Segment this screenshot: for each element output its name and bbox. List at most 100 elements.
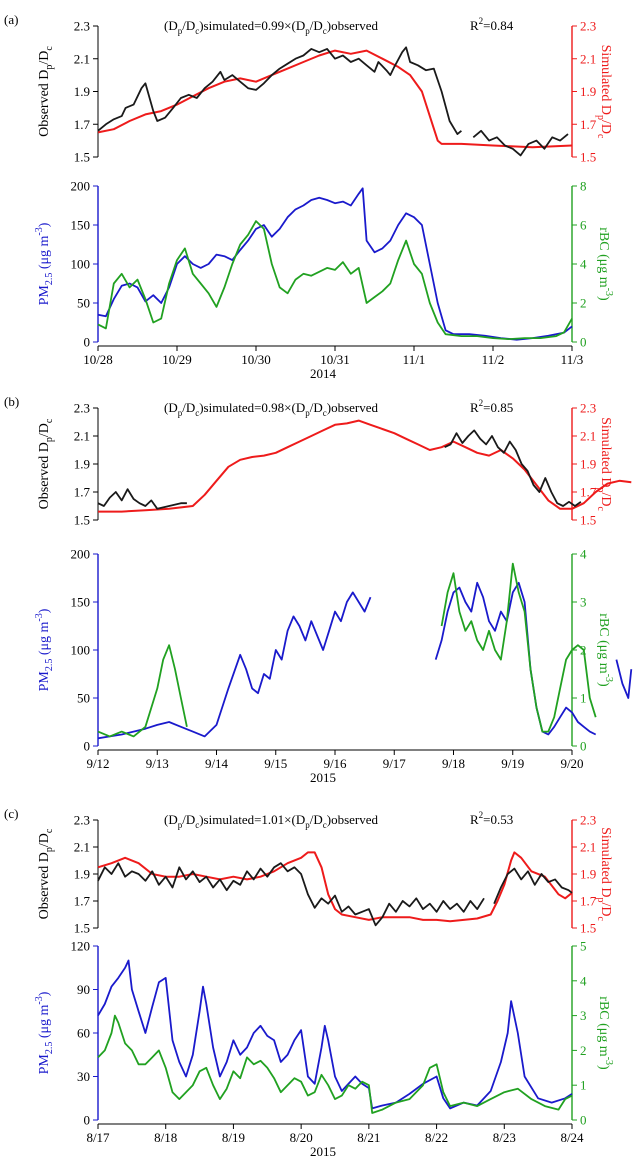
pm25-tick-label: 100	[71, 643, 91, 658]
rbc-tick-label: 2	[580, 1043, 587, 1058]
rbc-line	[440, 562, 597, 733]
simulated-dpdc-line	[98, 419, 632, 513]
x-tick-label: 8/23	[493, 1130, 516, 1145]
top-left-tick-label: 1.5	[74, 150, 90, 165]
top-left-tick-label: 2.1	[74, 840, 90, 855]
rbc-ylabel: rBC (μg m-3)	[596, 613, 614, 687]
rbc-tick-label: 0	[580, 335, 587, 350]
top-left-tick-label: 2.1	[74, 51, 90, 66]
top-right-tick-label: 2.1	[580, 51, 596, 66]
x-tick-label: 8/22	[425, 1130, 448, 1145]
pm25-ylabel: PM2.5 (μg m-3)	[34, 991, 55, 1074]
top-right-tick-label: 1.9	[580, 457, 596, 472]
rbc-line	[97, 220, 573, 340]
year-label: 2015	[310, 770, 336, 785]
regression-annotation: (Dp/Dc)simulated=0.99×(Dp/Dc)observed	[164, 18, 378, 36]
observed-dpdc-line	[97, 46, 462, 135]
x-tick-label: 9/13	[146, 756, 169, 771]
observed-dpdc-line	[97, 862, 485, 927]
pm25-tick-label: 120	[71, 939, 91, 954]
top-right-tick-label: 2.3	[580, 19, 596, 34]
panel-a: (a) (Dp/Dc)simulated=0.99×(Dp/Dc)observed…	[4, 12, 614, 381]
pm25-tick-label: 150	[71, 595, 91, 610]
top-left-tick-label: 2.3	[74, 813, 90, 828]
panel-label: (c)	[4, 806, 18, 821]
x-tick-label: 9/18	[442, 756, 465, 771]
pm25-tick-label: 100	[71, 257, 91, 272]
pm25-line	[434, 581, 597, 736]
r-squared-label: R2=0.84	[470, 16, 514, 33]
x-tick-label: 10/31	[320, 352, 350, 367]
pm25-tick-label: 0	[84, 335, 91, 350]
pm25-tick-label: 150	[71, 218, 91, 233]
observed-dpdc-line	[493, 867, 573, 905]
simulated-dpdc-line	[97, 851, 573, 923]
top-left-tick-label: 1.5	[74, 921, 90, 936]
top-right-ylabel: Simulated Dp/Dc	[595, 45, 613, 139]
pm25-line	[97, 591, 372, 740]
simulated-dpdc-line	[97, 49, 573, 149]
rbc-tick-label: 6	[580, 218, 587, 233]
rbc-tick-label: 4	[580, 257, 587, 272]
pm25-ylabel: PM2.5 (μg m-3)	[34, 608, 55, 691]
top-left-tick-label: 1.7	[74, 485, 91, 500]
rbc-ylabel: rBC (μg m-3)	[596, 227, 614, 301]
x-tick-label: 11/2	[482, 352, 505, 367]
rbc-tick-label: 3	[580, 595, 587, 610]
rbc-tick-label: 0	[580, 739, 587, 754]
x-tick-label: 9/12	[86, 756, 109, 771]
top-left-tick-label: 1.5	[74, 513, 90, 528]
observed-dpdc-line	[444, 429, 582, 507]
rbc-tick-label: 3	[580, 1008, 587, 1023]
top-right-tick-label: 1.9	[580, 84, 596, 99]
rbc-line	[97, 644, 188, 738]
pm25-tick-label: 50	[77, 296, 90, 311]
rbc-tick-label: 4	[580, 547, 587, 562]
x-tick-label: 10/28	[83, 352, 113, 367]
top-right-tick-label: 1.5	[580, 150, 596, 165]
top-left-tick-label: 2.3	[74, 19, 90, 34]
panel-c: (c) (Dp/Dc)simulated=1.01×(Dp/Dc)observed…	[4, 806, 614, 1158]
rbc-tick-label: 2	[580, 296, 587, 311]
pm25-tick-label: 50	[77, 691, 90, 706]
x-tick-label: 8/24	[560, 1130, 584, 1145]
top-left-ylabel: Observed Dp/Dc	[37, 46, 55, 137]
pm25-line	[615, 659, 633, 699]
x-tick-label: 11/3	[561, 352, 584, 367]
pm25-tick-label: 90	[77, 982, 90, 997]
year-label: 2015	[310, 1144, 336, 1158]
panel-label: (b)	[4, 394, 19, 409]
x-tick-label: 9/16	[323, 756, 347, 771]
top-right-tick-label: 1.7	[580, 894, 597, 909]
pm25-line	[97, 187, 573, 341]
x-tick-label: 9/15	[264, 756, 287, 771]
x-tick-label: 8/18	[154, 1130, 177, 1145]
top-right-tick-label: 1.5	[580, 513, 596, 528]
x-tick-label: 9/20	[560, 756, 583, 771]
top-left-tick-label: 1.7	[74, 894, 91, 909]
pm25-tick-label: 200	[71, 179, 91, 194]
pm25-ylabel: PM2.5 (μg m-3)	[34, 222, 55, 305]
x-tick-label: 8/19	[222, 1130, 245, 1145]
rbc-line	[97, 1014, 573, 1114]
top-left-tick-label: 1.7	[74, 117, 91, 132]
x-tick-label: 9/14	[205, 756, 229, 771]
top-left-tick-label: 1.9	[74, 84, 90, 99]
top-right-tick-label: 1.7	[580, 117, 597, 132]
pm25-tick-label: 30	[77, 1069, 90, 1084]
year-label: 2014	[310, 366, 337, 381]
top-left-tick-label: 2.3	[74, 401, 90, 416]
top-right-ylabel: Simulated Dp/Dc	[595, 827, 613, 921]
rbc-tick-label: 8	[580, 179, 587, 194]
rbc-tick-label: 1	[580, 691, 587, 706]
top-right-tick-label: 1.9	[580, 867, 596, 882]
rbc-tick-label: 5	[580, 939, 587, 954]
r-squared-label: R2=0.85	[470, 398, 513, 415]
pm25-tick-label: 0	[84, 739, 91, 754]
pm25-tick-label: 200	[71, 547, 91, 562]
x-tick-label: 10/30	[241, 352, 271, 367]
x-tick-label: 8/21	[357, 1130, 380, 1145]
rbc-tick-label: 4	[580, 973, 587, 988]
top-left-tick-label: 1.9	[74, 867, 90, 882]
